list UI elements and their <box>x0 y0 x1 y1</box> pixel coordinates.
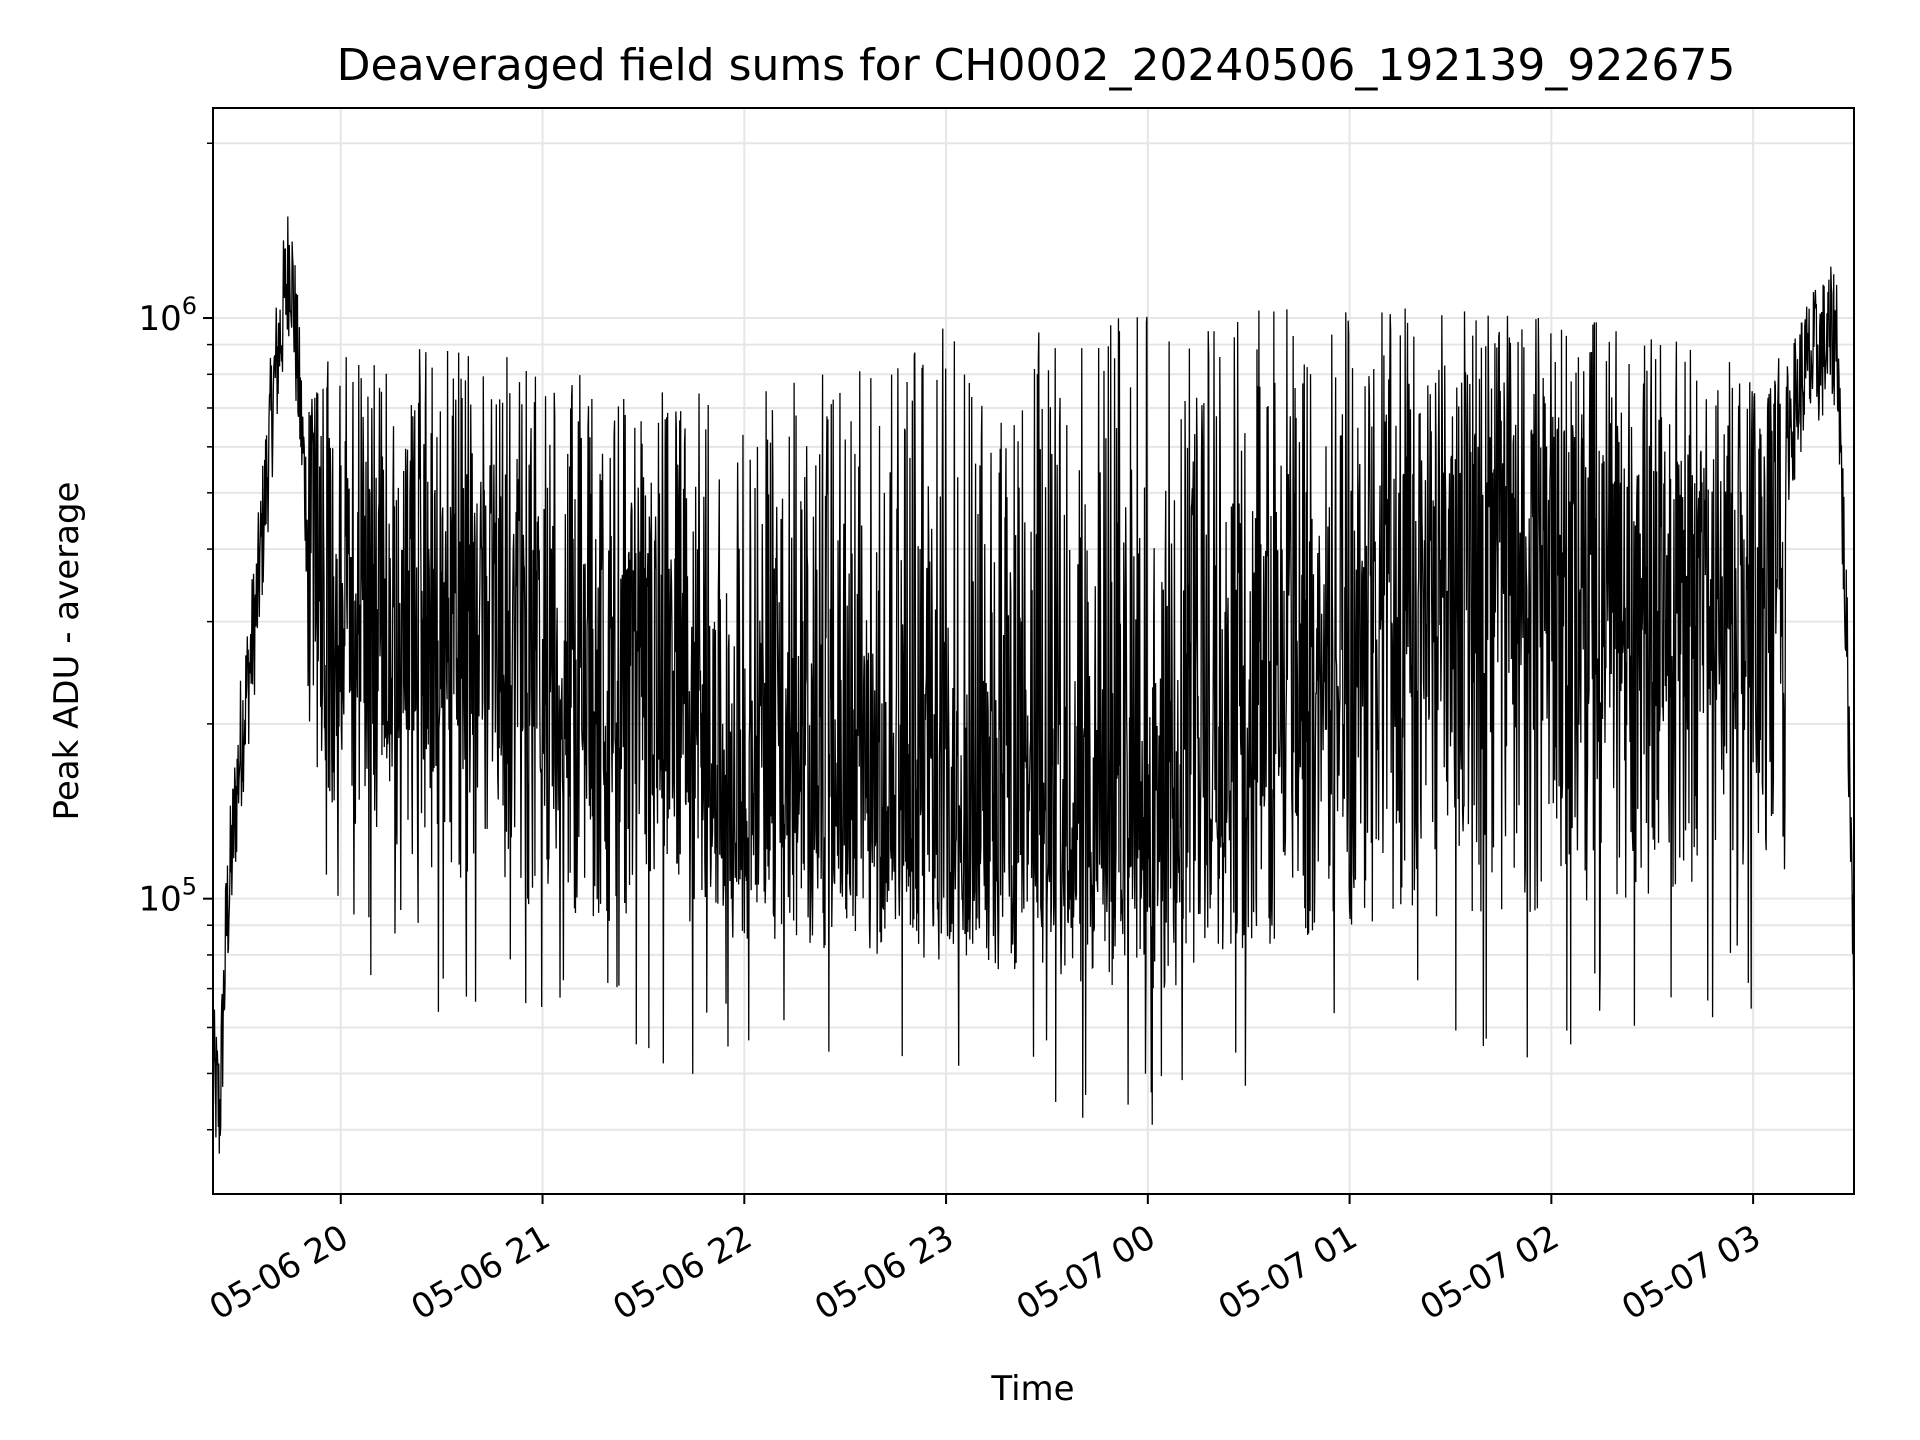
y-axis: 105 106 <box>138 142 213 1131</box>
y-tick-label: 106 <box>138 292 197 339</box>
y-axis-label: Peak ADU - average <box>47 482 87 821</box>
x-axis-label: Time <box>990 1369 1074 1409</box>
series-path <box>212 216 1855 1154</box>
y-tick-label: 105 <box>138 873 197 920</box>
series-line <box>212 216 1855 1154</box>
plot-frame <box>212 107 1855 1195</box>
chart-title: Deaveraged field sums for CH0002_2024050… <box>337 40 1736 91</box>
